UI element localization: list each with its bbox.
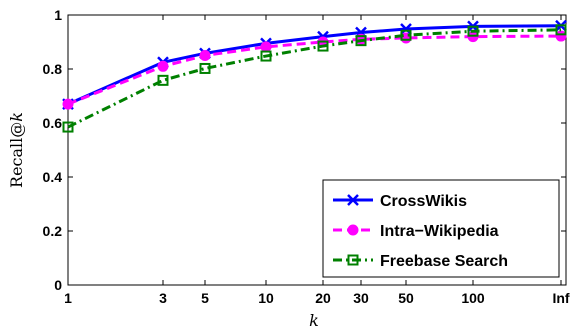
data-point-freebase-search [400, 29, 412, 41]
y-tick-label: 0.2 [43, 223, 63, 239]
series-line-intra-wikipedia [67, 34, 562, 106]
x-tick-label: 50 [398, 290, 414, 306]
x-tick-label: 1 [64, 290, 72, 306]
x-tick-label: 100 [461, 290, 485, 306]
legend-marker-intra-wikipedia [347, 224, 359, 236]
legend-label-intra-wikipedia: Intra−Wikipedia [380, 223, 499, 240]
x-tick-label: 5 [201, 290, 209, 306]
y-tick-label: 1 [54, 7, 62, 23]
x-axis-label: k [309, 311, 319, 330]
legend-label-freebase-search: Freebase Search [380, 253, 508, 270]
legend-label-crosswikis: CrossWikis [380, 193, 467, 210]
data-point-freebase-search [199, 62, 211, 74]
data-point-freebase-search [555, 24, 567, 36]
data-point-crosswikis [400, 23, 412, 35]
x-tick-label: 10 [258, 290, 274, 306]
x-tick-label: Inf [552, 290, 569, 306]
legend-marker-freebase-search [347, 254, 359, 266]
data-point-freebase-search [157, 74, 169, 86]
y-tick-label: 0.8 [43, 61, 63, 77]
data-point-intra-wikipedia [260, 41, 272, 53]
data-point-freebase-search [62, 121, 74, 133]
plot-frame [67, 14, 567, 286]
data-point-freebase-search [467, 25, 479, 37]
data-point-freebase-search [260, 50, 272, 62]
data-point-freebase-search [317, 40, 329, 52]
data-point-freebase-search [355, 35, 367, 47]
y-tick-label: 0.4 [43, 169, 63, 185]
series-line-freebase-search [67, 28, 562, 129]
x-tick-label: 3 [159, 290, 167, 306]
y-tick-label: 0.6 [43, 115, 63, 131]
x-tick-label: 30 [353, 290, 369, 306]
y-tick-label: 0 [54, 277, 62, 293]
data-point-intra-wikipedia [157, 60, 169, 72]
x-tick-label: 20 [315, 290, 331, 306]
legend-marker-crosswikis [347, 194, 359, 206]
data-point-intra-wikipedia [62, 98, 74, 110]
y-axis-label: Recall@k [7, 112, 26, 188]
data-point-intra-wikipedia [199, 50, 211, 61]
